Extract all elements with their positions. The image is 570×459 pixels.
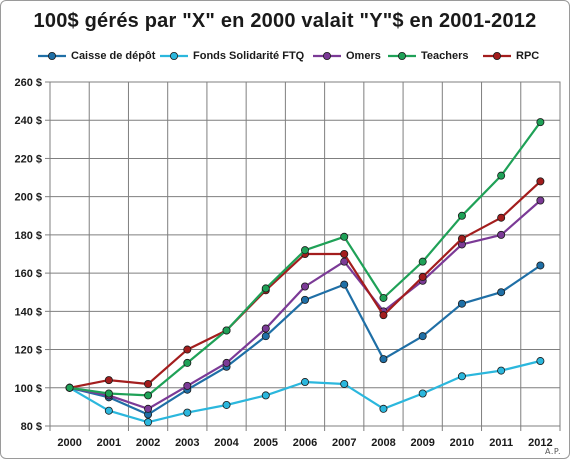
x-tick-label: 2007	[332, 437, 356, 449]
data-point	[300, 378, 309, 387]
data-point	[300, 282, 309, 291]
data-point	[536, 261, 545, 270]
data-point	[300, 295, 309, 304]
legend-swatch-teachers	[388, 50, 416, 62]
y-tick-label: 120 $	[14, 345, 42, 357]
y-tick-label: 180 $	[14, 230, 42, 242]
data-point	[379, 355, 388, 364]
data-point	[300, 246, 309, 255]
x-tick-label: 2011	[489, 437, 513, 449]
data-point	[497, 230, 506, 239]
y-tick-label: 100 $	[14, 383, 42, 395]
x-tick-label: 2004	[214, 437, 239, 449]
data-point	[222, 358, 231, 367]
data-point	[536, 118, 545, 127]
x-tick-label: 2003	[175, 437, 199, 449]
legend-item-caisse: Caisse de dépôt	[38, 48, 155, 64]
data-point	[340, 249, 349, 258]
y-tick-label: 240 $	[14, 115, 42, 127]
data-point	[418, 332, 427, 341]
x-tick-label: 2008	[371, 437, 395, 449]
data-point	[183, 358, 192, 367]
legend-label-teachers: Teachers	[421, 50, 469, 62]
data-point	[379, 404, 388, 413]
data-point	[261, 284, 270, 293]
data-point	[222, 326, 231, 335]
y-tick-label: 260 $	[14, 77, 42, 89]
data-point	[144, 404, 153, 413]
chart-legend: Caisse de dépôt Fonds Solidarité FTQ Ome…	[10, 48, 560, 64]
legend-item-rpc: RPC	[483, 48, 539, 64]
data-point	[340, 280, 349, 289]
data-point	[104, 389, 113, 398]
x-tick-label: 2006	[293, 437, 317, 449]
data-point	[261, 391, 270, 400]
data-point	[340, 232, 349, 241]
data-point	[497, 366, 506, 375]
x-tick-label: 2005	[254, 437, 278, 449]
data-point	[457, 234, 466, 243]
x-tick-label: 2001	[97, 437, 121, 449]
data-point	[222, 400, 231, 409]
plot-border	[49, 81, 561, 427]
legend-item-omers: Omers	[313, 48, 381, 64]
legend-swatch-rpc	[483, 50, 511, 62]
x-tick-label: 2012	[528, 437, 552, 449]
legend-item-ftq: Fonds Solidarité FTQ	[160, 48, 304, 64]
data-point	[536, 177, 545, 186]
legend-label-omers: Omers	[346, 50, 381, 62]
data-point	[457, 372, 466, 381]
data-point	[379, 311, 388, 320]
legend-label-caisse: Caisse de dépôt	[71, 50, 156, 62]
data-point	[536, 357, 545, 366]
x-tick-label: 2010	[450, 437, 474, 449]
chart-title: 100$ gérés par "X" en 2000 valait "Y"$ e…	[33, 10, 537, 32]
x-tick-label: 2002	[136, 437, 160, 449]
data-point	[183, 408, 192, 417]
x-tick-label: 2000	[57, 437, 81, 449]
legend-item-teachers: Teachers	[388, 48, 469, 64]
data-point	[340, 379, 349, 388]
y-tick-label: 160 $	[14, 268, 42, 280]
y-tick-label: 200 $	[14, 192, 42, 204]
y-tick-label: 140 $	[14, 306, 42, 318]
data-point	[183, 345, 192, 354]
x-tick-label: 2009	[410, 437, 434, 449]
data-point	[183, 381, 192, 390]
data-point	[418, 272, 427, 281]
data-point	[379, 293, 388, 302]
legend-label-rpc: RPC	[516, 50, 540, 62]
data-point	[457, 211, 466, 220]
data-point	[65, 383, 74, 392]
data-point	[104, 376, 113, 385]
data-point	[418, 257, 427, 266]
y-tick-label: 80 $	[21, 421, 42, 433]
data-point	[104, 406, 113, 415]
y-tick-label: 220 $	[14, 153, 42, 165]
data-point	[418, 389, 427, 398]
legend-swatch-omers	[313, 50, 341, 62]
data-point	[497, 288, 506, 297]
data-point	[457, 299, 466, 308]
data-point	[144, 418, 153, 427]
data-point	[144, 379, 153, 388]
data-point	[497, 213, 506, 222]
legend-swatch-ftq	[160, 50, 188, 62]
legend-label-ftq: Fonds Solidarité FTQ	[193, 50, 305, 62]
data-point	[261, 324, 270, 333]
credit-label: A.P.	[545, 447, 561, 456]
data-point	[497, 171, 506, 180]
data-point	[144, 391, 153, 400]
legend-swatch-caisse	[38, 50, 66, 62]
data-point	[261, 332, 270, 341]
data-point	[536, 196, 545, 205]
